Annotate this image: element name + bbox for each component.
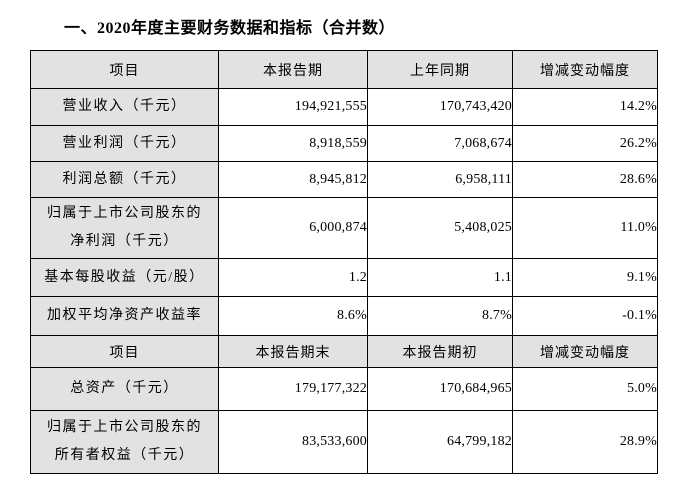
cell-current: 8.6% [218,296,368,336]
cell-current: 83,533,600 [218,410,368,474]
header-prior-period: 上年同期 [367,50,513,89]
cell-current: 194,921,555 [218,88,368,126]
cell-prior: 5,408,025 [367,197,513,259]
cell-label: 营业收入（千元） [30,88,219,126]
cell-prior: 64,799,182 [367,410,513,474]
header-item: 项目 [30,335,219,368]
financial-table: 项目 本报告期 上年同期 增减变动幅度 营业收入（千元） 194,921,555… [30,50,658,474]
header-change: 增减变动幅度 [512,50,658,89]
cell-prior: 8.7% [367,296,513,336]
table-row-owners-equity-attributable: 归属于上市公司股东的 所有者权益（千元） 83,533,600 64,799,1… [30,410,658,474]
cell-label: 加权平均净资产收益率 [30,296,219,336]
cell-current: 1.2 [218,258,368,297]
header-current-period: 本报告期 [218,50,368,89]
table-row-total-profit: 利润总额（千元） 8,945,812 6,958,111 28.6% [30,161,658,198]
cell-prior: 6,958,111 [367,161,513,198]
header-period-end: 本报告期末 [218,335,368,368]
cell-current: 8,945,812 [218,161,368,198]
cell-label: 归属于上市公司股东的 所有者权益（千元） [30,410,219,474]
cell-label: 利润总额（千元） [30,161,219,198]
table-row-operating-revenue: 营业收入（千元） 194,921,555 170,743,420 14.2% [30,88,658,126]
section-title: 一、2020年度主要财务数据和指标（合并数） [64,20,396,37]
table-header-row-2: 项目 本报告期末 本报告期初 增减变动幅度 [30,335,658,368]
cell-prior: 170,743,420 [367,88,513,126]
table-row-weighted-average-roe: 加权平均净资产收益率 8.6% 8.7% -0.1% [30,296,658,336]
cell-prior: 170,684,965 [367,367,513,411]
cell-change: 14.2% [512,88,658,126]
cell-label: 归属于上市公司股东的 净利润（千元） [30,197,219,259]
cell-label: 基本每股收益（元/股） [30,258,219,297]
cell-change: -0.1% [512,296,658,336]
cell-label: 总资产（千元） [30,367,219,411]
cell-change: 5.0% [512,367,658,411]
cell-label: 营业利润（千元） [30,125,219,162]
table-row-net-profit-attributable: 归属于上市公司股东的 净利润（千元） 6,000,874 5,408,025 1… [30,197,658,259]
header-item: 项目 [30,50,219,89]
header-period-start: 本报告期初 [367,335,513,368]
cell-current: 179,177,322 [218,367,368,411]
cell-prior: 7,068,674 [367,125,513,162]
header-change: 增减变动幅度 [512,335,658,368]
cell-prior: 1.1 [367,258,513,297]
cell-change: 26.2% [512,125,658,162]
cell-current: 8,918,559 [218,125,368,162]
table-row-operating-profit: 营业利润（千元） 8,918,559 7,068,674 26.2% [30,125,658,162]
table-row-basic-eps: 基本每股收益（元/股） 1.2 1.1 9.1% [30,258,658,297]
table-header-row-1: 项目 本报告期 上年同期 增减变动幅度 [30,50,658,89]
cell-change: 9.1% [512,258,658,297]
cell-change: 28.6% [512,161,658,198]
table-row-total-assets: 总资产（千元） 179,177,322 170,684,965 5.0% [30,367,658,411]
cell-change: 28.9% [512,410,658,474]
cell-current: 6,000,874 [218,197,368,259]
cell-change: 11.0% [512,197,658,259]
